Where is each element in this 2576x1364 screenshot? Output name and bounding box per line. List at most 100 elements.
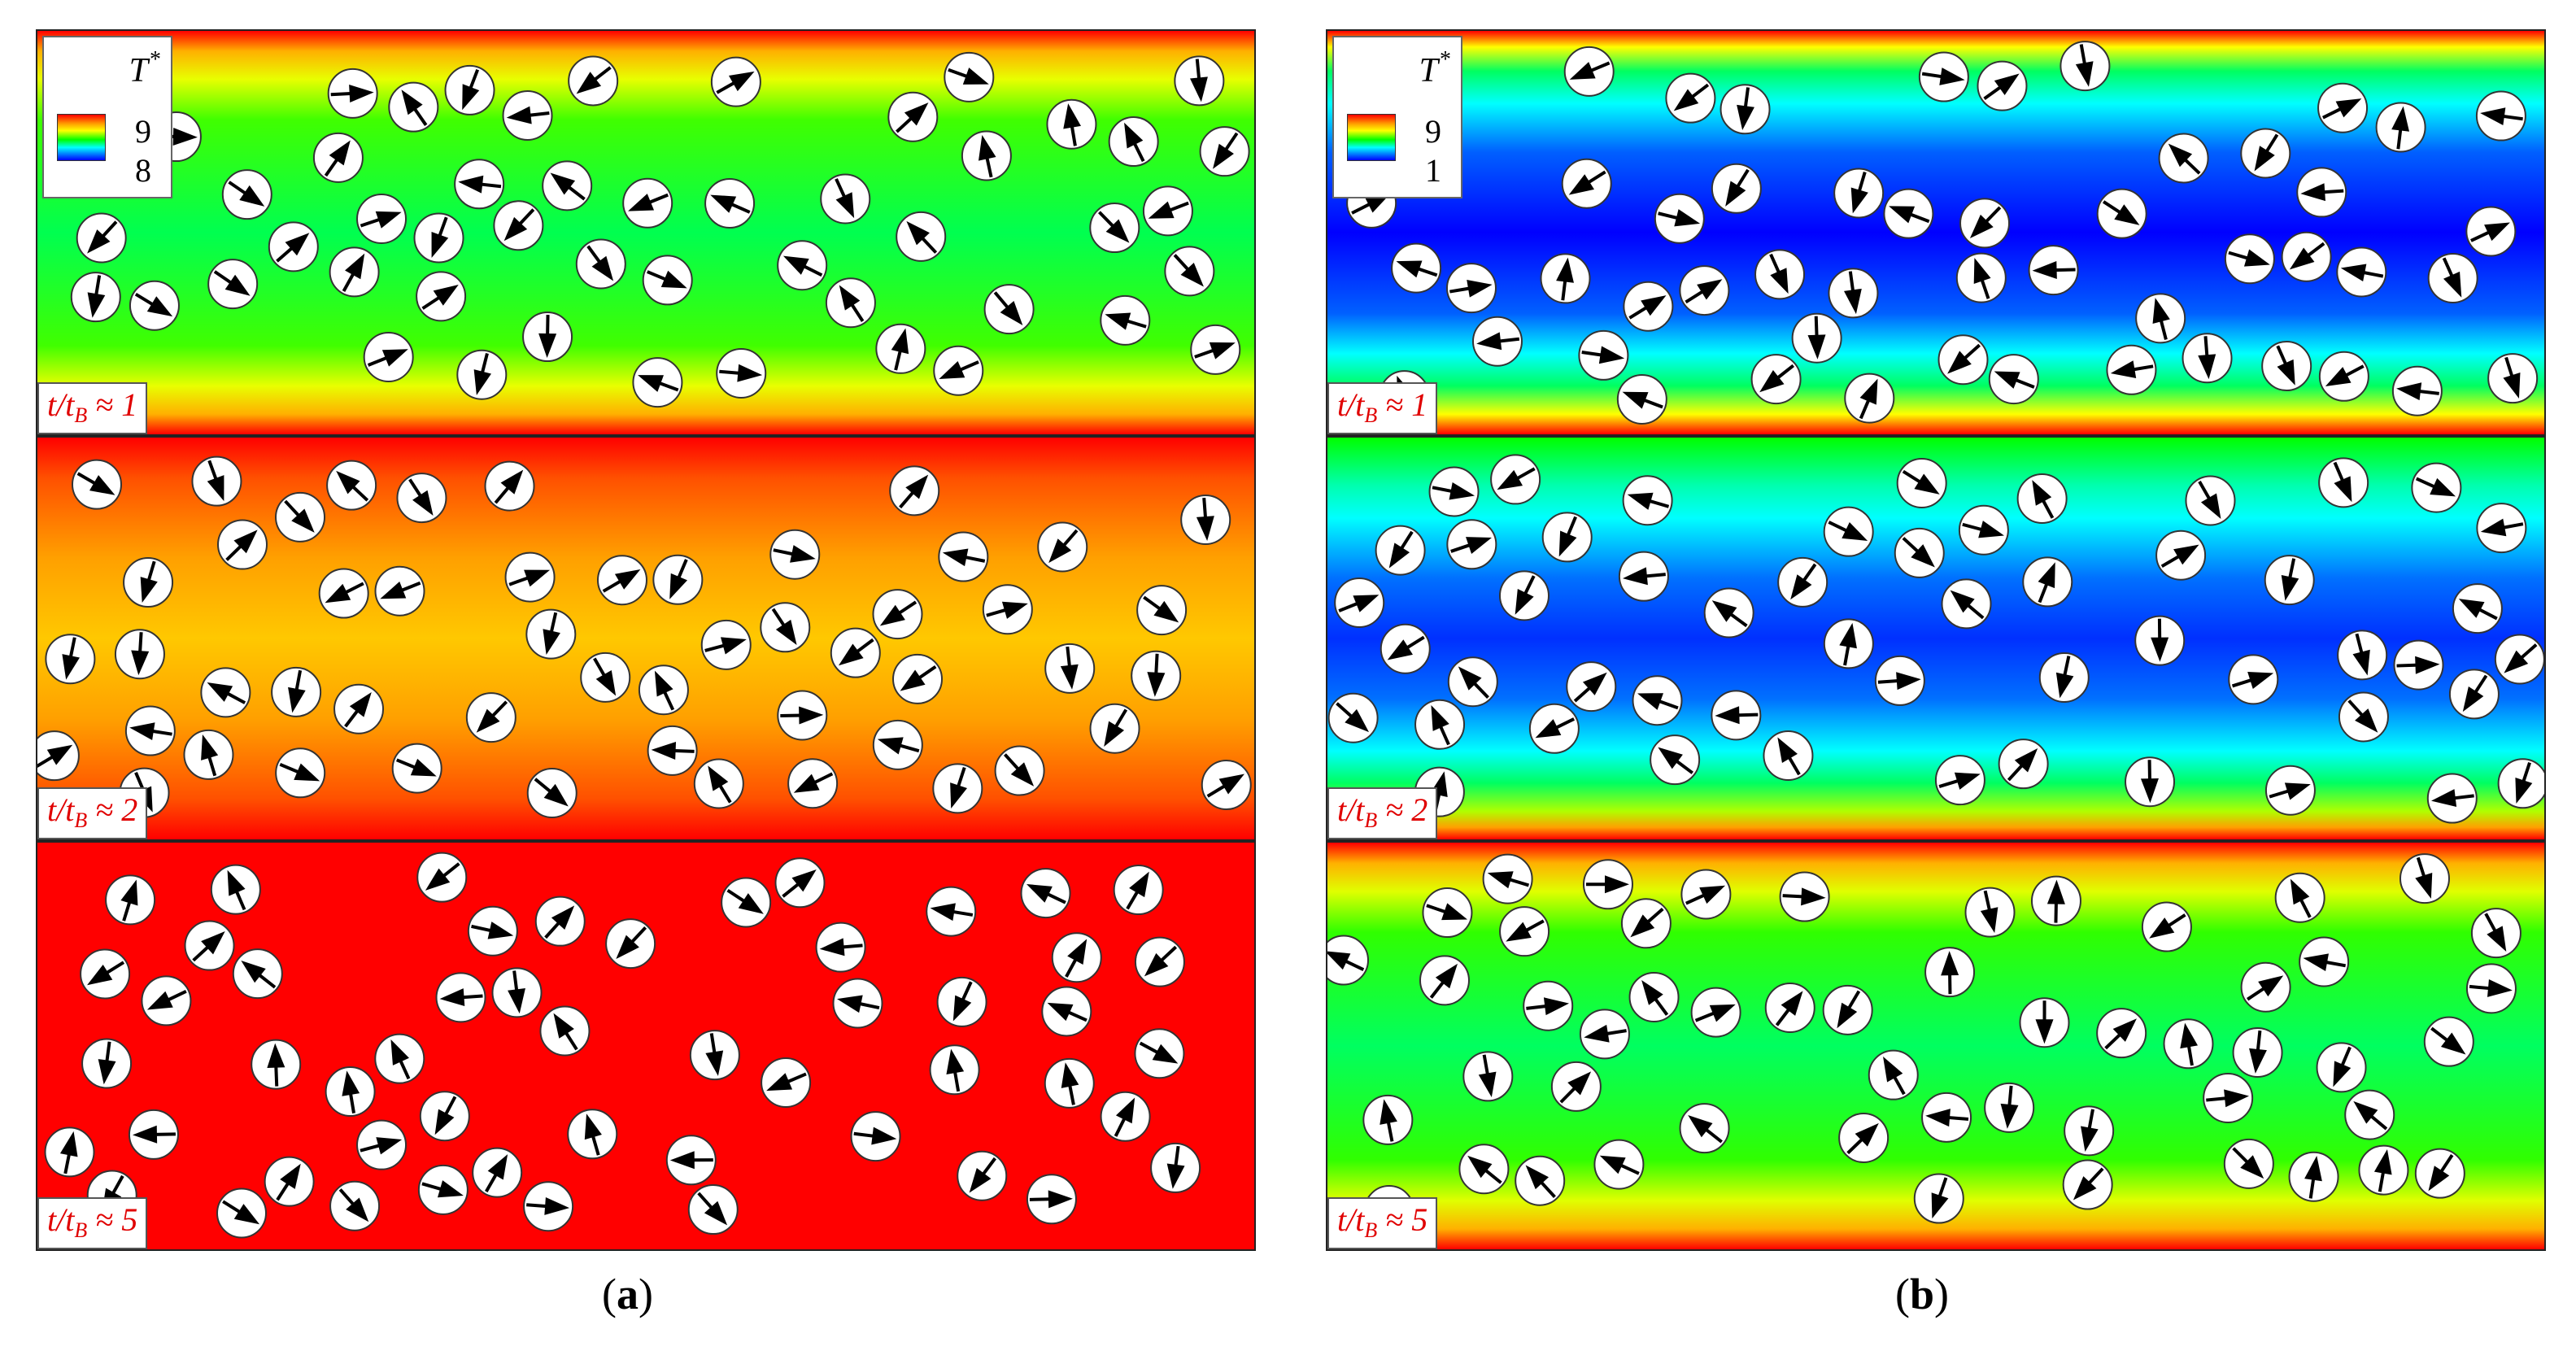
orientation-arrow-icon: [1973, 258, 1991, 299]
particle: [1750, 354, 1802, 405]
particle: [1100, 1091, 1151, 1142]
orientation-arrow-icon: [2469, 979, 2513, 997]
particle: [2264, 555, 2315, 606]
orientation-arrow-icon: [1769, 253, 1789, 294]
orientation-arrow-icon: [942, 548, 986, 567]
temperature-field: [1327, 843, 2544, 1249]
orientation-arrow-icon: [2480, 107, 2523, 126]
orientation-arrow-icon: [2353, 1100, 2388, 1131]
particle: [1616, 373, 1667, 425]
particle: [2064, 1105, 2115, 1157]
particle: [1779, 871, 1830, 922]
orientation-arrow-icon: [1476, 332, 1520, 351]
orientation-arrow-icon: [576, 66, 612, 94]
particle: [456, 349, 508, 400]
orientation-arrow-icon: [390, 1039, 411, 1080]
particle: [1020, 868, 1071, 919]
particle: [1593, 1139, 1645, 1190]
legend-min-label: 1: [1425, 152, 1441, 189]
orientation-arrow-icon: [986, 601, 1028, 619]
orientation-arrow-icon: [1060, 646, 1079, 690]
particle: [1894, 527, 1945, 578]
particle: [850, 1111, 901, 1162]
orientation-arrow-icon: [2470, 222, 2510, 242]
particle: [275, 491, 326, 543]
orientation-arrow-icon: [1396, 260, 1438, 278]
particle: [1868, 1049, 1919, 1100]
orientation-arrow-icon: [1173, 254, 1204, 287]
orientation-arrow-icon: [2504, 643, 2538, 673]
particle: [2358, 1144, 2409, 1196]
orientation-arrow-icon: [1673, 83, 1710, 111]
particle: [129, 280, 180, 331]
particle: [2141, 901, 2192, 952]
particle: [416, 271, 467, 322]
orientation-arrow-icon: [1525, 1165, 1556, 1198]
orientation-arrow-icon: [2269, 782, 2311, 800]
particle: [1563, 46, 1615, 97]
particle: [1628, 971, 1680, 1022]
orientation-arrow-icon: [726, 888, 764, 914]
orientation-arrow-icon: [1859, 378, 1878, 420]
particle: [944, 51, 995, 102]
orientation-arrow-icon: [1947, 343, 1981, 374]
orientation-arrow-icon: [192, 930, 225, 962]
orientation-arrow-icon: [2396, 656, 2440, 674]
orientation-arrow-icon: [134, 292, 173, 317]
orientation-arrow-icon: [900, 665, 937, 691]
orientation-arrow-icon: [1715, 706, 1759, 725]
orientation-arrow-icon: [2430, 1026, 2466, 1055]
orientation-arrow-icon: [87, 220, 118, 254]
particle: [2391, 365, 2443, 416]
orientation-arrow-icon: [704, 637, 747, 655]
orientation-arrow-icon: [1846, 1122, 1879, 1155]
orientation-arrow-icon: [395, 758, 437, 777]
particle: [1100, 294, 1151, 346]
particle: [1561, 158, 1612, 209]
particle: [1977, 60, 2028, 111]
particle: [1458, 1144, 1510, 1195]
particle: [1823, 618, 1874, 669]
orientation-arrow-icon: [978, 135, 996, 178]
particle: [1046, 98, 1097, 150]
orientation-arrow-icon: [2149, 913, 2186, 939]
orientation-arrow-icon: [2046, 879, 2065, 923]
particle: [2414, 1148, 2465, 1199]
particle: [2155, 529, 2207, 581]
orientation-arrow-icon: [213, 270, 251, 296]
orientation-arrow-icon: [1807, 316, 1826, 360]
particle: [2465, 206, 2517, 257]
temperature-field: [37, 843, 1254, 1249]
orientation-arrow-icon: [1105, 312, 1147, 330]
orientation-arrow-icon: [1569, 61, 1611, 80]
orientation-arrow-icon: [2396, 382, 2439, 401]
orientation-arrow-icon: [1114, 1097, 1135, 1137]
particle: [417, 1164, 469, 1215]
orientation-arrow-icon: [342, 253, 365, 292]
particle: [2399, 853, 2450, 904]
orientation-arrow-icon: [1568, 170, 1606, 195]
orientation-arrow-icon: [719, 364, 763, 382]
orientation-arrow-icon: [1387, 635, 1425, 660]
orientation-arrow-icon: [628, 193, 669, 211]
particle: [1754, 249, 1806, 300]
orientation-arrow-icon: [1506, 919, 1545, 942]
orientation-arrow-icon: [1622, 391, 1663, 409]
orientation-arrow-icon: [2430, 789, 2474, 808]
orientation-arrow-icon: [207, 460, 224, 502]
particle: [1490, 454, 1541, 505]
orientation-arrow-icon: [1837, 990, 1861, 1029]
particle: [1959, 198, 2011, 249]
particle: [1838, 1112, 1890, 1163]
orientation-arrow-icon: [1431, 705, 1450, 746]
particle: [1327, 692, 1379, 743]
orientation-arrow-icon: [146, 990, 187, 1010]
legend-title: T*: [129, 47, 161, 89]
particle: [2125, 756, 2176, 808]
orientation-arrow-icon: [2073, 1167, 2104, 1201]
particle: [1142, 185, 1193, 237]
particle: [124, 705, 176, 756]
particle: [1041, 986, 1092, 1037]
particle: [1777, 556, 1828, 608]
orientation-arrow-icon: [899, 474, 929, 509]
